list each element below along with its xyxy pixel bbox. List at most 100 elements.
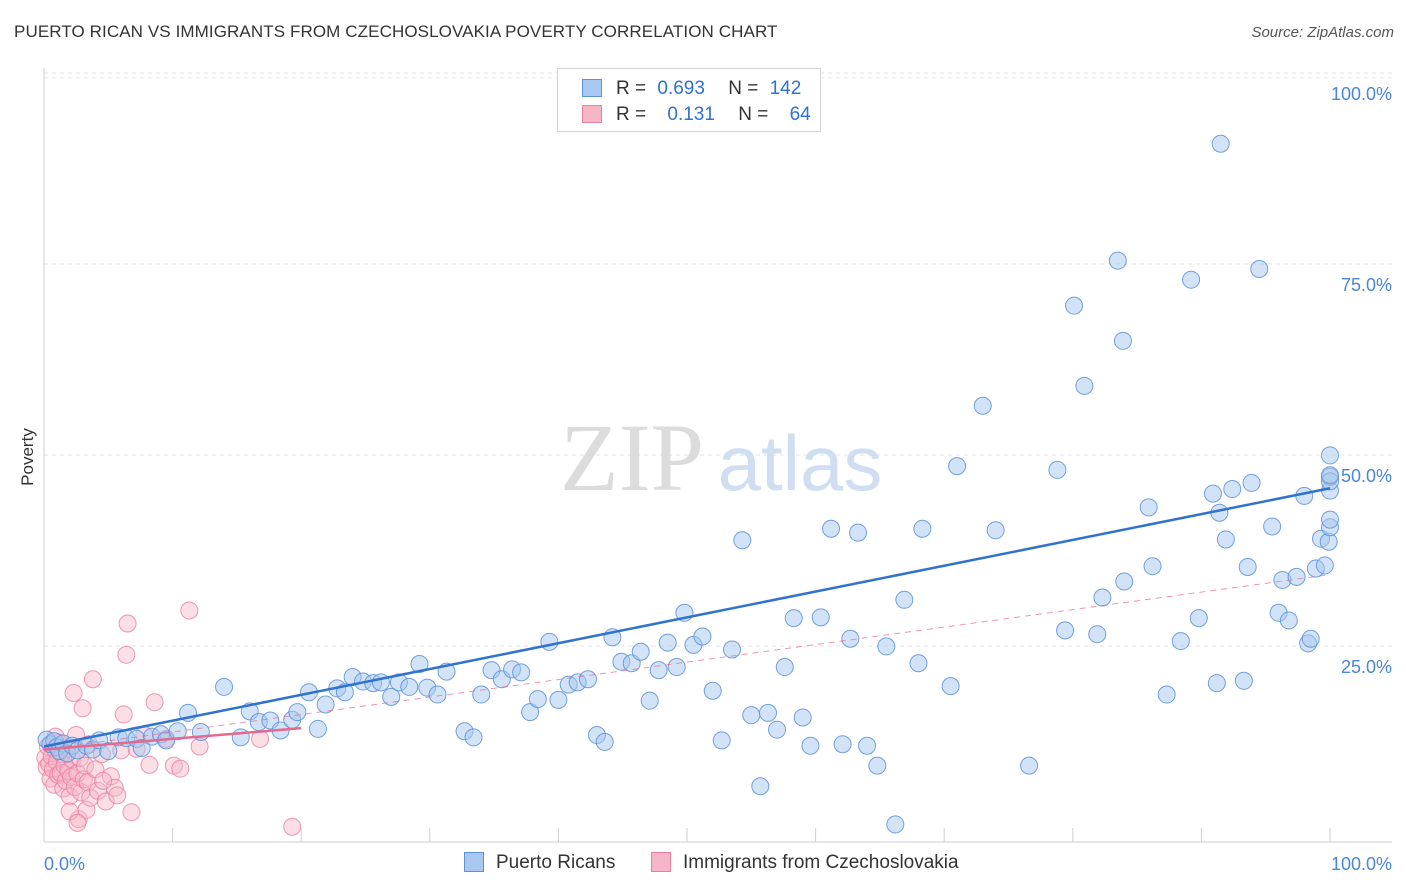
puerto-rican-point [1143,557,1162,576]
puerto-rican-point [811,608,830,627]
r-value: 0.131 [667,104,715,125]
puerto-rican-point [759,703,778,722]
n-label: N = [738,104,769,125]
immigrant-point [108,786,127,805]
immigrant-point [118,614,137,633]
puerto-rican-point [1157,685,1176,704]
blue-swatch [582,79,602,97]
puerto-rican-point [288,703,307,722]
puerto-rican-point [733,531,752,550]
x-tick-label-max: 100.0% [1331,854,1392,874]
r-label: R = [616,104,647,125]
puerto-rican-point [1295,486,1314,505]
puerto-rican-point [751,777,770,796]
puerto-rican-point [1189,609,1208,628]
puerto-rican-point [1234,671,1253,690]
immigrant-point [122,803,141,822]
puerto-rican-point [1321,466,1339,485]
puerto-rican-point [886,815,905,834]
axis-layer: 25.0% 50.0% 75.0% 100.0% 0.0% 100.0% [43,68,1392,874]
puerto-rican-point [1216,530,1235,549]
immigrant-point [83,670,102,689]
puerto-rican-point [1065,296,1084,315]
puerto-rican-point [472,685,491,704]
puerto-rican-point [1108,251,1127,270]
puerto-rican-point [703,681,722,700]
puerto-rican-point [540,632,559,651]
puerto-rican-point [1203,484,1222,503]
puerto-rican-point [877,637,896,656]
puerto-rican-point [1242,473,1261,492]
puerto-rican-point [1056,621,1075,640]
puerto-rican-trendline [43,487,1331,748]
legend-row-immigrants: R = 0.131 N = 64 [582,104,811,126]
puerto-rican-point [428,685,447,704]
immigrant-point [145,693,164,712]
puerto-rican-point [913,519,932,538]
puerto-rican-point [973,396,992,415]
puerto-rican-point [1113,331,1132,350]
watermark-zip: ZIP [560,404,704,511]
puerto-rican-point [640,691,659,710]
puerto-rican-point [849,523,868,542]
r-label: R = [616,78,647,99]
watermark-atlas: atlas [718,419,883,507]
puerto-rican-point [99,742,118,761]
immigrant-point [60,787,79,806]
puerto-rican-point [512,663,531,682]
pink-swatch [651,852,671,872]
puerto-rican-point [822,519,841,538]
puerto-rican-point [868,756,887,775]
puerto-rican-point [793,708,812,727]
immigrant-point [114,705,133,724]
puerto-rican-point [833,735,852,754]
puerto-rican-point [649,661,668,680]
x-tick-label-min: 0.0% [44,854,85,874]
puerto-rican-point [986,521,1005,540]
puerto-rican-point [768,720,787,739]
immigrant-point [64,684,83,703]
immigrant-trendline-extended [43,574,1331,751]
immigrant-point [171,759,190,778]
puerto-rican-point [1238,557,1257,576]
puerto-rican-point [801,736,820,755]
puerto-rican-point [1207,674,1226,693]
puerto-rican-point [1115,572,1134,591]
puerto-rican-point [132,739,151,758]
y-tick-label: 75.0% [1341,275,1392,295]
immigrant-point [180,601,199,620]
puerto-rican-point [948,457,967,476]
puerto-rican-point [1088,625,1107,644]
puerto-rican-point [231,728,250,747]
puerto-rican-point [1211,134,1230,153]
puerto-rican-point [631,642,650,661]
n-label: N = [728,78,759,99]
puerto-rican-point [308,719,327,738]
immigrant-trendline [43,726,302,751]
y-tick-label: 25.0% [1341,657,1392,677]
puerto-rican-point [775,658,794,677]
puerto-rican-point [1321,510,1339,529]
immigrant-point [45,775,64,794]
trendlines [43,487,1331,751]
puerto-rican-point [1263,517,1282,536]
immigrant-point [73,699,92,718]
puerto-rican-point [712,731,731,750]
puerto-rican-point [316,695,335,714]
puerto-rican-point [895,590,914,609]
puerto-rican-point [723,640,742,659]
puerto-rican-point [410,654,429,673]
chart-title: PUERTO RICAN VS IMMIGRANTS FROM CZECHOSL… [14,22,778,41]
puerto-rican-point [1171,632,1190,651]
y-tick-label: 100.0% [1331,84,1392,104]
puerto-rican-point [784,609,803,628]
puerto-rican-point [858,736,877,755]
y-tick-label: 50.0% [1341,466,1392,486]
bottom-legend-immigrants: Immigrants from Czechoslovakia [651,852,959,874]
puerto-rican-point [693,627,712,646]
puerto-rican-point [1321,446,1339,465]
puerto-rican-point [742,706,761,725]
puerto-rican-point [1250,260,1269,278]
puerto-rican-point [658,633,677,652]
